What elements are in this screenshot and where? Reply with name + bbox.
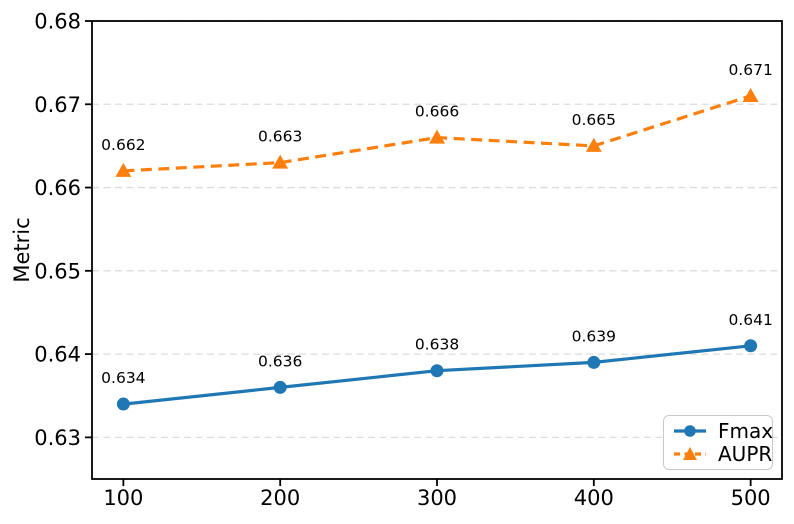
point-label-fmax: 0.636 <box>258 352 302 370</box>
data-point-fmax <box>116 397 130 411</box>
data-point-aupr <box>742 87 759 102</box>
x-tick-label: 400 <box>574 486 614 510</box>
point-label-fmax: 0.641 <box>728 311 772 329</box>
data-point-fmax <box>430 364 444 378</box>
legend: Fmax AUPR <box>663 415 773 470</box>
point-label-fmax: 0.634 <box>101 369 145 387</box>
data-point-aupr <box>272 154 289 169</box>
point-label-aupr: 0.666 <box>415 103 459 121</box>
point-label-aupr: 0.665 <box>572 111 616 129</box>
data-point-fmax <box>744 339 758 353</box>
legend-entry-fmax: Fmax <box>673 421 773 441</box>
fmax-line-marker-icon <box>674 425 706 438</box>
data-point-aupr <box>585 137 602 152</box>
legend-label-aupr: AUPR <box>718 441 773 466</box>
data-point-aupr <box>115 162 132 177</box>
axes-border <box>91 20 783 480</box>
data-point-fmax <box>273 380 287 394</box>
x-tick-label: 100 <box>103 486 143 510</box>
legend-entry-aupr: AUPR <box>673 444 772 464</box>
x-tick-label: 500 <box>731 486 771 510</box>
y-axis-label: Metric <box>10 217 34 283</box>
y-tick-label: 0.66 <box>34 176 81 200</box>
point-label-fmax: 0.638 <box>415 336 459 354</box>
point-label-aupr: 0.671 <box>728 61 772 79</box>
legend-label-fmax: Fmax <box>718 419 774 444</box>
aupr-line-marker-icon <box>674 446 706 460</box>
x-tick-label: 200 <box>260 486 300 510</box>
y-tick-label: 0.67 <box>34 93 81 117</box>
point-label-aupr: 0.663 <box>258 128 302 146</box>
y-tick-label: 0.63 <box>34 426 81 450</box>
y-tick-label: 0.65 <box>34 259 81 283</box>
data-point-aupr <box>429 129 445 144</box>
x-tick-label: 300 <box>417 486 457 510</box>
point-label-fmax: 0.639 <box>572 327 616 345</box>
y-tick-label: 0.68 <box>34 10 81 34</box>
y-tick-label: 0.64 <box>34 343 81 367</box>
data-point-fmax <box>587 355 601 369</box>
point-label-aupr: 0.662 <box>101 136 145 154</box>
